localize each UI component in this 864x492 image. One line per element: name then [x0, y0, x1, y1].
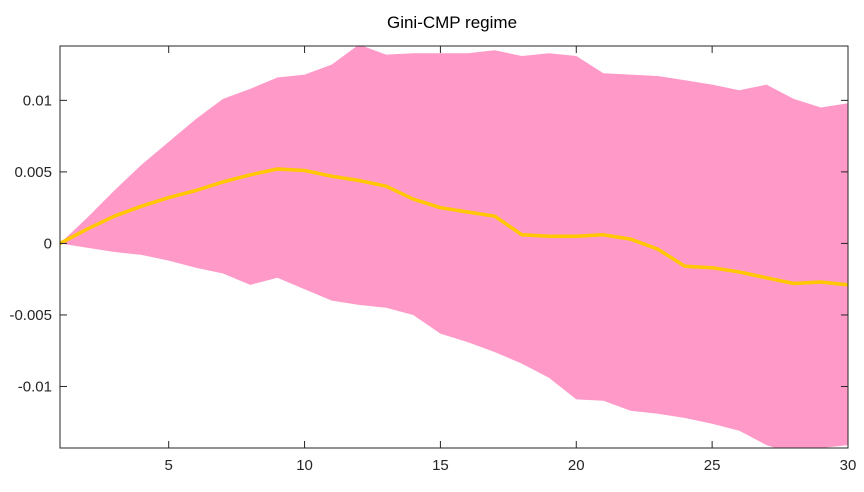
- chart-title: Gini-CMP regime: [387, 13, 517, 32]
- axes: 5 10 15 20 25 30 -0.01 -0.005 0 0.005 0.01: [9, 45, 857, 474]
- x-tick-label: 10: [296, 457, 313, 474]
- median-line: [60, 167, 848, 287]
- x-tick-label: 25: [704, 457, 721, 474]
- y-tick-label: 0.01: [23, 92, 52, 109]
- x-tick-label: 15: [432, 457, 449, 474]
- x-tick-label: 20: [568, 457, 585, 474]
- x-tick-label: 30: [840, 457, 857, 474]
- x-tick-label: 5: [165, 457, 173, 474]
- y-tick-label: -0.005: [9, 307, 52, 324]
- confidence-band: [60, 46, 848, 448]
- y-tick-label: 0: [44, 235, 52, 252]
- plot-area: [60, 46, 848, 448]
- y-tick-label: 0.005: [14, 164, 52, 181]
- plot-frame: [59, 45, 849, 449]
- y-tick-label: -0.01: [18, 378, 52, 395]
